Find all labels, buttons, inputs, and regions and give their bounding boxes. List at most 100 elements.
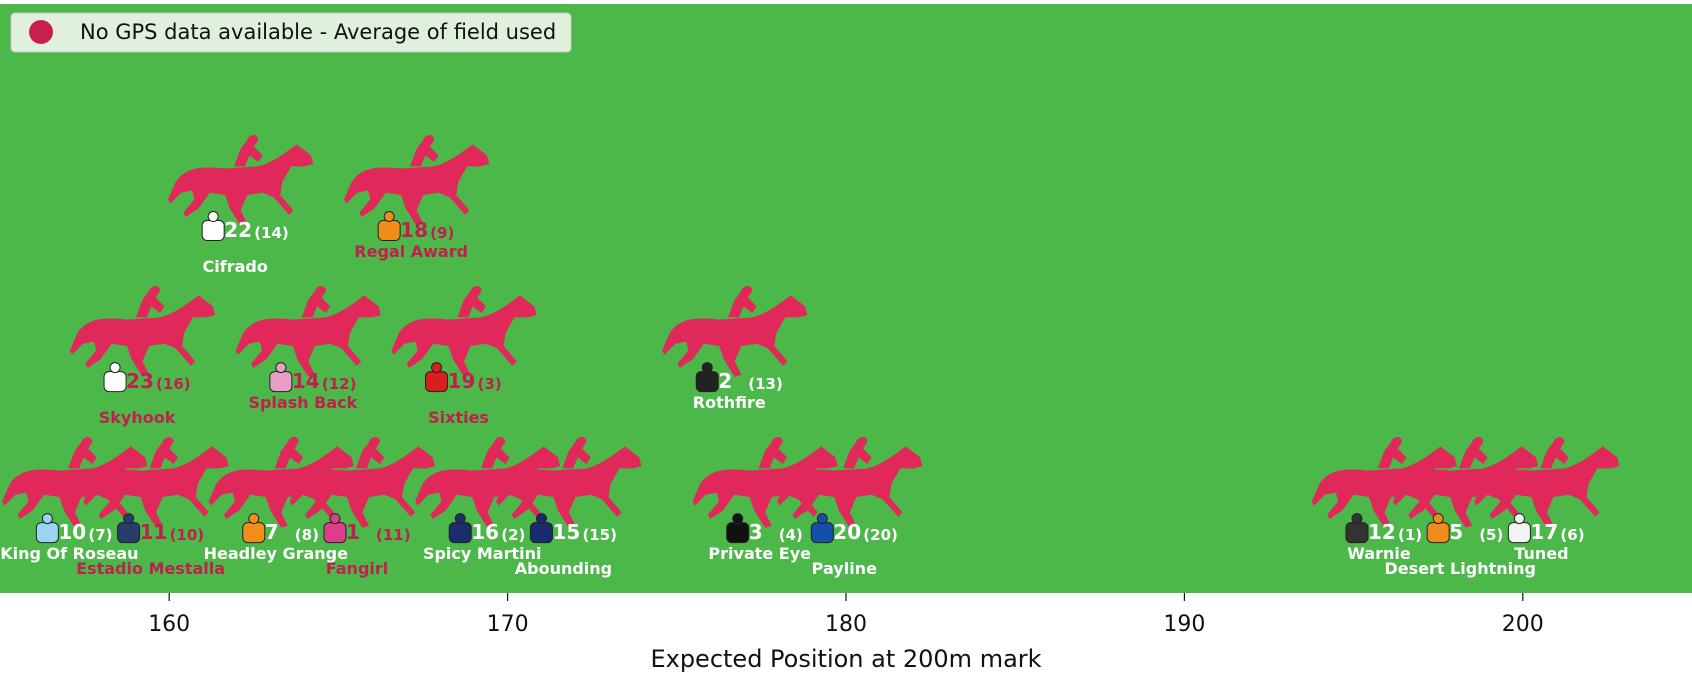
barrier: (4) <box>779 526 803 544</box>
cap <box>732 513 744 525</box>
runner-number: 14 <box>292 369 320 393</box>
runner-name: Sixties <box>428 408 489 427</box>
silk <box>448 522 472 544</box>
x-tick-label: 200 <box>1502 612 1544 637</box>
runner-name: Fangirl <box>326 559 389 578</box>
barrier: (1) <box>1398 526 1422 544</box>
cap <box>207 211 219 223</box>
barrier: (14) <box>254 224 289 242</box>
silk <box>117 522 141 544</box>
barrier: (7) <box>88 526 112 544</box>
silk <box>1426 522 1450 544</box>
silk <box>1507 522 1531 544</box>
barrier: (2) <box>501 526 525 544</box>
cap <box>701 362 713 374</box>
runner-number: 19 <box>448 369 476 393</box>
horse-marker <box>1311 437 1457 528</box>
silk <box>425 371 449 393</box>
barrier: (20) <box>863 526 898 544</box>
barrier: (12) <box>322 375 357 393</box>
cap <box>535 513 547 525</box>
cap <box>109 362 121 374</box>
horse-marker <box>1393 437 1539 528</box>
runner-number: 18 <box>400 218 428 242</box>
silk <box>810 522 834 544</box>
silk <box>35 522 59 544</box>
cap <box>383 211 395 223</box>
x-tick-label: 180 <box>825 612 867 637</box>
silk <box>377 220 401 242</box>
cap <box>431 362 443 374</box>
cap <box>1513 513 1525 525</box>
runner-name: Tuned <box>1514 544 1568 563</box>
barrier: (15) <box>582 526 617 544</box>
barrier: (16) <box>156 375 191 393</box>
horse-marker <box>235 286 381 377</box>
runner-name: Rothfire <box>693 393 766 412</box>
silk <box>323 522 347 544</box>
horse-marker <box>69 286 216 377</box>
runner-number: 3 <box>749 520 763 544</box>
barrier: (9) <box>430 224 454 242</box>
runner-number: 23 <box>126 369 154 393</box>
horse-marker <box>1474 437 1620 528</box>
barrier: (13) <box>748 375 783 393</box>
horse-marker <box>2 437 148 528</box>
silk <box>726 522 750 544</box>
horse-marker <box>777 437 923 528</box>
runner-number: 10 <box>58 520 86 544</box>
horse-marker <box>167 134 314 226</box>
runner-number: 5 <box>1449 520 1463 544</box>
cap <box>454 513 466 525</box>
runner-number: 22 <box>224 218 252 242</box>
barrier: (11) <box>376 526 411 544</box>
runner-number: 11 <box>140 520 168 544</box>
runner-name: Cifrado <box>203 257 268 276</box>
horse-layer <box>2 134 1620 528</box>
cap <box>1351 513 1363 525</box>
runner-name: Payline <box>812 559 877 578</box>
horse-marker <box>415 437 561 528</box>
runner-name: Private Eye <box>708 544 811 563</box>
cap <box>1432 513 1444 525</box>
cap <box>41 513 53 525</box>
horse-marker <box>662 286 808 377</box>
barrier: (5) <box>1479 526 1503 544</box>
x-axis-label: Expected Position at 200m mark <box>650 645 1041 673</box>
runner-name: Headley Grange <box>204 544 348 563</box>
silk <box>269 371 293 393</box>
runner-name: Desert Lightning <box>1384 559 1536 578</box>
cap <box>123 513 135 525</box>
runner-number: 1 <box>346 520 360 544</box>
silk <box>529 522 553 544</box>
barrier: (10) <box>170 526 205 544</box>
horse-marker <box>208 437 354 528</box>
silk <box>695 371 719 393</box>
barrier: (8) <box>295 526 319 544</box>
horse-marker <box>289 437 436 528</box>
horse-marker <box>391 286 537 377</box>
x-tick-label: 160 <box>148 612 190 637</box>
cap <box>275 362 287 374</box>
runner-number: 15 <box>552 520 580 544</box>
barrier: (6) <box>1560 526 1584 544</box>
cap <box>329 513 341 525</box>
runner-name: Skyhook <box>99 408 176 427</box>
silk <box>242 522 266 544</box>
barrier: (3) <box>478 375 502 393</box>
horse-marker <box>343 134 490 226</box>
runner-name: Warnie <box>1347 544 1411 563</box>
runner-name: Spicy Martini <box>423 544 542 563</box>
runner-number: 17 <box>1530 520 1558 544</box>
runner-name: King Of Roseau <box>0 544 138 563</box>
x-tick-label: 190 <box>1163 612 1205 637</box>
cap <box>248 513 260 525</box>
legend-box <box>10 12 572 53</box>
runner-name: Splash Back <box>248 393 357 412</box>
runner-name: Abounding <box>515 559 612 578</box>
silk <box>1345 522 1369 544</box>
runner-name: Estadio Mestalla <box>76 559 225 578</box>
legend: No GPS data available - Average of field… <box>10 12 572 53</box>
